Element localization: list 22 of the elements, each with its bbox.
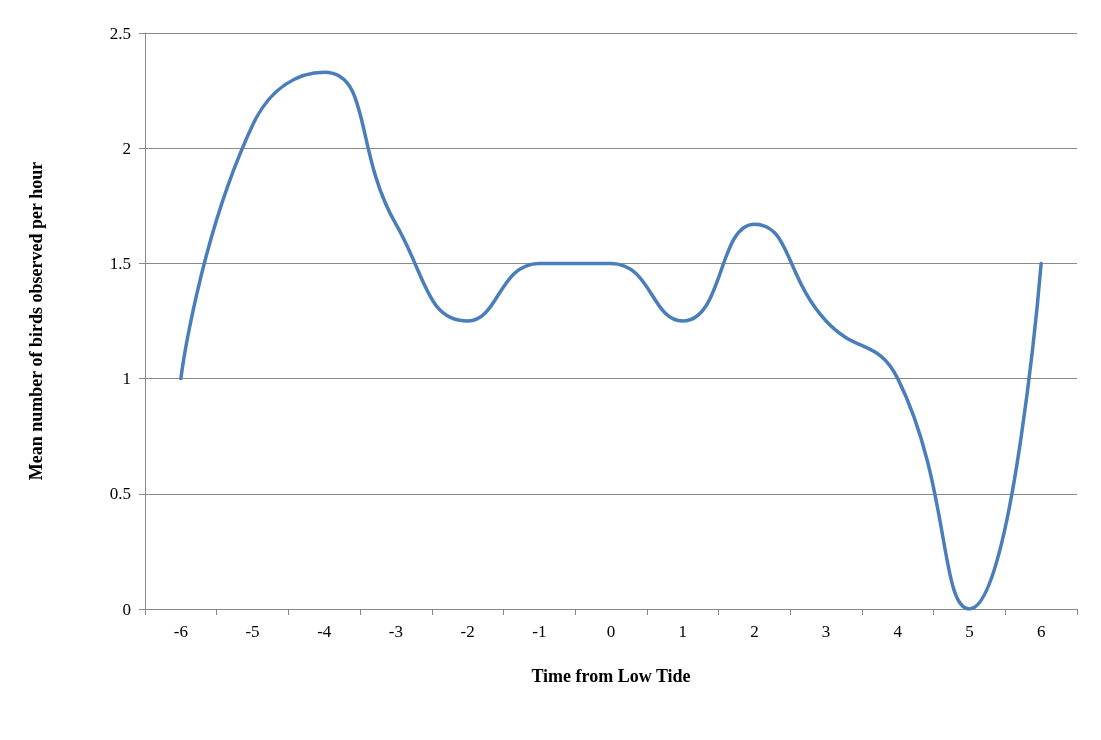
x-axis-title: Time from Low Tide bbox=[531, 666, 691, 686]
y-axis-title: Mean number of birds observed per hour bbox=[26, 161, 46, 481]
x-tick-label: 3 bbox=[821, 622, 831, 641]
x-tick-label: 2 bbox=[750, 622, 759, 641]
line-series bbox=[179, 70, 1043, 611]
y-tick-label: 2.5 bbox=[109, 23, 131, 43]
y-tick-label: 0.5 bbox=[109, 484, 131, 504]
x-tick-label: 6 bbox=[1036, 622, 1046, 641]
y-tick-label: 0 bbox=[122, 599, 131, 619]
x-tick-label: -2 bbox=[460, 622, 475, 641]
y-tick-label: 1 bbox=[122, 369, 131, 389]
x-tick-label: -3 bbox=[388, 622, 404, 641]
x-tick-label: -4 bbox=[317, 622, 332, 641]
x-tick-label: -1 bbox=[532, 622, 547, 641]
x-tick-label: -6 bbox=[173, 622, 188, 641]
y-tick-label: 1.5 bbox=[109, 253, 131, 273]
x-tick-label: 0 bbox=[606, 622, 616, 641]
y-tick-label: 2 bbox=[122, 138, 131, 158]
x-tick-label: 5 bbox=[965, 622, 974, 641]
x-tick-label: 4 bbox=[893, 622, 903, 641]
x-tick-label: -5 bbox=[245, 622, 260, 641]
x-tick-label: 1 bbox=[678, 622, 687, 641]
